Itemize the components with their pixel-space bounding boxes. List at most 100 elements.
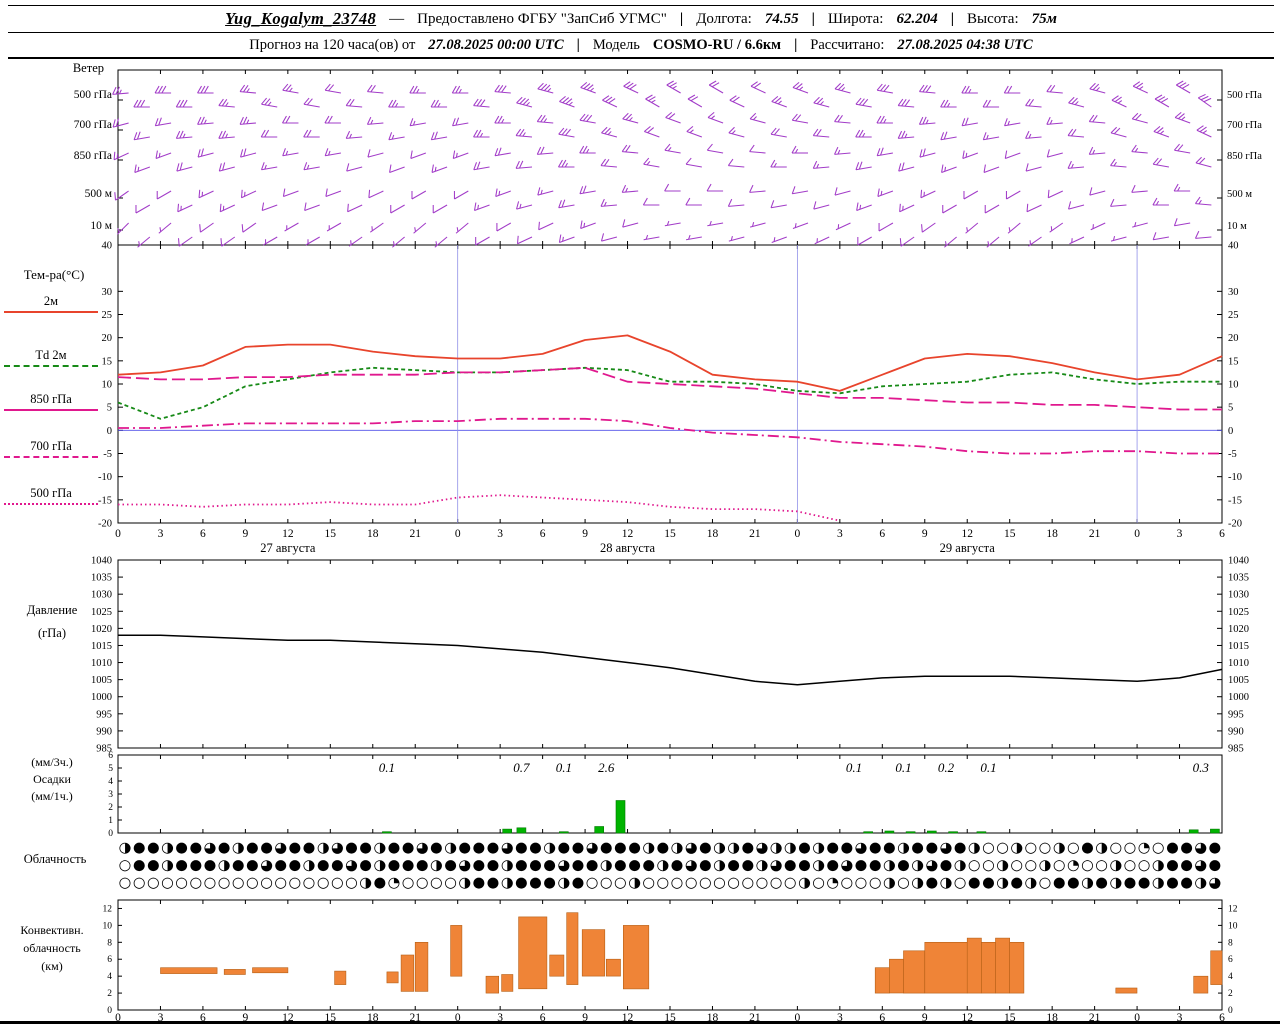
svg-text:◑: ◑ <box>501 875 514 891</box>
svg-text:●: ● <box>798 840 811 856</box>
svg-text:◑: ◑ <box>557 875 570 891</box>
svg-text:●: ● <box>869 858 882 874</box>
svg-text:6: 6 <box>107 955 112 965</box>
svg-text:●: ● <box>982 875 995 891</box>
svg-text:○: ○ <box>841 875 854 891</box>
legend-label-500: 500 гПа <box>30 486 72 500</box>
svg-text:0: 0 <box>795 1012 801 1024</box>
svg-text:◑: ◑ <box>1109 875 1122 891</box>
svg-text:21: 21 <box>749 1012 761 1024</box>
svg-text:●: ● <box>487 858 500 874</box>
svg-text:6: 6 <box>1219 1012 1225 1024</box>
svg-text:◕: ◕ <box>925 858 938 874</box>
svg-text:10: 10 <box>102 380 113 391</box>
svg-text:●: ● <box>388 858 401 874</box>
svg-text:○: ○ <box>968 858 981 874</box>
svg-text:●: ● <box>741 858 754 874</box>
svg-text:4: 4 <box>107 972 112 982</box>
svg-text:○: ○ <box>699 875 712 891</box>
svg-text:3: 3 <box>108 790 113 800</box>
svg-text:●: ● <box>586 858 599 874</box>
svg-text:◑: ◑ <box>232 840 245 856</box>
svg-text:○: ○ <box>982 858 995 874</box>
svg-text:2: 2 <box>108 803 113 813</box>
svg-text:●: ● <box>614 840 627 856</box>
svg-text:1025: 1025 <box>91 607 112 618</box>
longitude-value: 74.55 <box>764 10 799 27</box>
svg-text:◑: ◑ <box>359 875 372 891</box>
svg-text:990: 990 <box>96 726 112 737</box>
svg-text:●: ● <box>175 840 188 856</box>
svg-text:29 августа: 29 августа <box>940 541 996 555</box>
svg-text:◑: ◑ <box>1010 840 1023 856</box>
svg-text:◑: ◑ <box>600 858 613 874</box>
svg-text:3: 3 <box>1177 528 1183 540</box>
svg-text:◑: ◑ <box>784 840 797 856</box>
svg-text:◑: ◑ <box>911 875 924 891</box>
svg-text:●: ● <box>883 840 896 856</box>
svg-text:4: 4 <box>1228 972 1233 982</box>
svg-text:18: 18 <box>707 1012 719 1024</box>
svg-text:●: ● <box>246 840 259 856</box>
svg-text:◑: ◑ <box>756 858 769 874</box>
svg-text:●: ● <box>1166 840 1179 856</box>
svg-text:●: ● <box>543 875 556 891</box>
svg-text:0: 0 <box>455 1012 461 1024</box>
svg-text:30: 30 <box>1228 287 1239 298</box>
svg-text:◑: ◑ <box>911 858 924 874</box>
svg-text:○: ○ <box>1124 840 1137 856</box>
svg-text:◑: ◑ <box>1081 875 1094 891</box>
svg-text:10: 10 <box>103 921 113 931</box>
svg-text:○: ○ <box>204 875 217 891</box>
svg-text:●: ● <box>359 858 372 874</box>
svg-text:●: ● <box>657 840 670 856</box>
svg-text:◑: ◑ <box>1152 875 1165 891</box>
legend-label-850: 850 гПа <box>30 392 72 406</box>
svg-text:●: ● <box>968 875 981 891</box>
svg-text:●: ● <box>1180 858 1193 874</box>
svg-text:-15: -15 <box>1228 495 1242 506</box>
svg-text:1020: 1020 <box>1228 624 1249 635</box>
svg-text:○: ○ <box>430 875 443 891</box>
svg-text:0.1: 0.1 <box>895 760 911 775</box>
svg-text:◑: ◑ <box>543 840 556 856</box>
svg-text:●: ● <box>331 858 344 874</box>
svg-text:○: ○ <box>897 875 910 891</box>
header-divider-top <box>8 5 1274 6</box>
svg-text:21: 21 <box>1089 528 1101 540</box>
svg-text:8: 8 <box>107 938 112 948</box>
svg-text:◑: ◑ <box>642 840 655 856</box>
svg-text:○: ○ <box>1025 840 1038 856</box>
svg-text:○: ○ <box>444 875 457 891</box>
svg-text:◑: ◑ <box>1194 875 1207 891</box>
svg-text:◑: ◑ <box>812 840 825 856</box>
svg-text:●: ● <box>628 840 641 856</box>
legend-swatch-td2m <box>4 365 98 367</box>
svg-text:18: 18 <box>1046 1012 1058 1024</box>
svg-text:18: 18 <box>707 528 719 540</box>
svg-text:●: ● <box>515 858 528 874</box>
header-row-1: Yug_Kogalym_23748 — Предоставлено ФГБУ "… <box>8 6 1274 32</box>
svg-text:1005: 1005 <box>91 675 112 686</box>
svg-text:◕: ◕ <box>1194 858 1207 874</box>
svg-text:15: 15 <box>325 528 337 540</box>
svg-text:995: 995 <box>96 709 112 720</box>
svg-text:○: ○ <box>1152 840 1165 856</box>
svg-text:○: ○ <box>119 858 132 874</box>
altitude-label: Высота: <box>967 10 1019 27</box>
svg-text:○: ○ <box>586 875 599 891</box>
svg-text:12: 12 <box>282 528 294 540</box>
svg-text:◕: ◕ <box>940 840 953 856</box>
svg-text:-20: -20 <box>1228 519 1242 530</box>
svg-text:1: 1 <box>108 816 113 826</box>
svg-text:15: 15 <box>664 528 676 540</box>
svg-text:27 августа: 27 августа <box>260 541 316 555</box>
svg-text:0.2: 0.2 <box>938 760 955 775</box>
svg-text:●: ● <box>897 858 910 874</box>
separator: | <box>950 10 955 27</box>
svg-text:15: 15 <box>325 1012 337 1024</box>
svg-text:◑: ◑ <box>373 840 386 856</box>
svg-text:1020: 1020 <box>91 624 112 635</box>
svg-text:1010: 1010 <box>1228 658 1249 669</box>
svg-text:◕: ◕ <box>274 840 287 856</box>
